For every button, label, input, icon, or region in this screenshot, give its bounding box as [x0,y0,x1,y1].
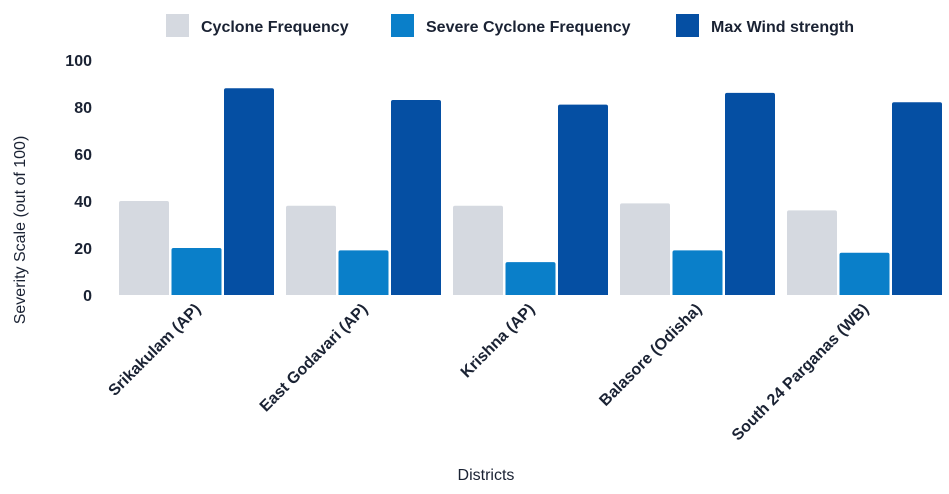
x-category-label: South 24 Parganas (WB) [729,301,872,444]
bar-max-wind-strength-south-24-parganas-wb [892,102,942,295]
bar-group-south-24-parganas-wb [787,102,942,295]
bar-cyclone-frequency-krishna-ap [453,205,503,295]
y-tick-label: 80 [74,100,92,117]
x-axis: Srikakulam (AP) East Godavari (AP) Krishna… [106,301,873,444]
legend-label: Cyclone Frequency [201,19,349,36]
bar-severe-cyclone-frequency-balasore-odisha [672,250,723,295]
bar-max-wind-strength-east-godavari-ap [391,99,441,295]
bar-max-wind-strength-srikakulam-ap [224,88,274,295]
bar-group-balasore-odisha [620,92,775,296]
legend-item-severe-cyclone-frequency: Severe Cyclone Frequency [391,14,631,37]
bar-cyclone-frequency-east-godavari-ap [286,205,336,295]
x-category-label: Srikakulam (AP) [106,301,205,400]
bar-severe-cyclone-frequency-srikakulam-ap [171,248,222,295]
legend-swatch [166,14,189,37]
x-axis-title: Districts [458,467,515,484]
bar-cyclone-frequency-balasore-odisha [620,203,670,295]
bar-group-srikakulam-ap [119,88,274,295]
legend-label: Max Wind strength [711,19,854,36]
bar-severe-cyclone-frequency-krishna-ap [505,262,556,295]
y-axis-title: Severity Scale (out of 100) [12,136,29,325]
y-tick-label: 0 [83,288,92,305]
x-category-label: Balasore (Odisha) [596,301,705,410]
bar-cyclone-frequency-srikakulam-ap [119,201,169,295]
bar-max-wind-strength-balasore-odisha [725,92,775,296]
bar-cyclone-frequency-south-24-parganas-wb [787,210,837,295]
x-category-label: East Godavari (AP) [257,301,372,416]
y-tick-label: 100 [65,53,92,70]
y-axis: 0 20 40 60 80 100 [65,53,92,305]
bar-severe-cyclone-frequency-south-24-parganas-wb [839,252,890,295]
y-tick-label: 60 [74,147,92,164]
legend: Cyclone Frequency Severe Cyclone Frequenc… [166,14,854,37]
y-tick-label: 20 [74,241,92,258]
bar-group-east-godavari-ap [286,99,441,295]
legend-label: Severe Cyclone Frequency [426,19,631,36]
bar-group-krishna-ap [453,104,608,296]
bar-max-wind-strength-krishna-ap [558,104,608,296]
legend-swatch [676,14,699,37]
bar-severe-cyclone-frequency-east-godavari-ap [338,250,389,295]
legend-item-cyclone-frequency: Cyclone Frequency [166,14,349,37]
x-category-label: Krishna (AP) [458,301,539,382]
bars [119,88,942,296]
y-tick-label: 40 [74,194,92,211]
legend-swatch [391,14,414,37]
legend-item-max-wind-strength: Max Wind strength [676,14,854,37]
